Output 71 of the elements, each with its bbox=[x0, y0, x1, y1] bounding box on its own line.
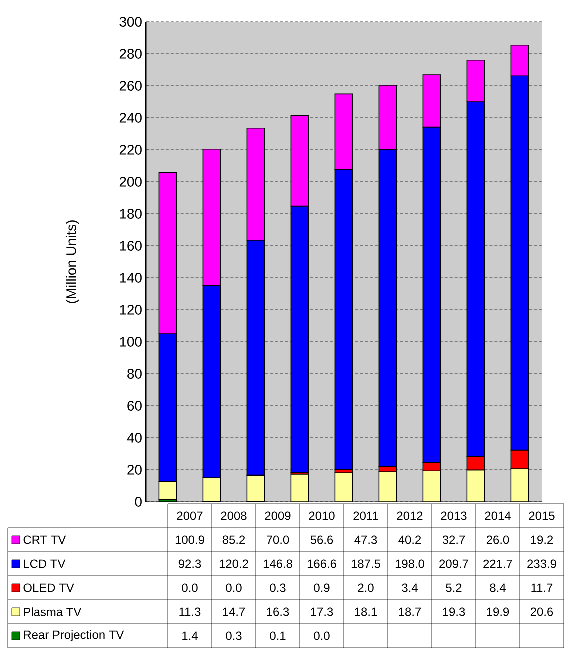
data-label: 233.9 bbox=[528, 560, 556, 568]
data-label: 5.2 bbox=[446, 584, 462, 592]
data-label: 20.6 bbox=[530, 608, 554, 616]
data-label: 32.7 bbox=[442, 536, 465, 544]
data-label: 11.3 bbox=[180, 608, 201, 616]
data-label: 85.2 bbox=[222, 536, 245, 544]
y-tick-label: 140 bbox=[120, 273, 142, 283]
data-label: 100.9 bbox=[176, 536, 204, 544]
data-label: 47.3 bbox=[354, 536, 378, 544]
y-tick-label: 200 bbox=[120, 177, 142, 187]
y-tick-label: 180 bbox=[120, 209, 142, 219]
y-tick-label: 240 bbox=[120, 113, 142, 123]
data-label: 0.9 bbox=[314, 584, 330, 592]
data-label: 26.0 bbox=[486, 536, 510, 544]
data-label: 8.4 bbox=[490, 584, 506, 592]
data-label: 221.7 bbox=[484, 560, 512, 568]
data-label: 11.7 bbox=[532, 584, 552, 592]
legend-label: CRT TV bbox=[24, 536, 66, 544]
legend-label: Rear Projection TV bbox=[24, 630, 124, 642]
data-label: 120.2 bbox=[220, 560, 248, 568]
y-tick-label: 80 bbox=[127, 369, 142, 379]
data-label: 14.7 bbox=[223, 608, 245, 616]
data-label: 92.3 bbox=[178, 560, 202, 568]
data-label: 3.4 bbox=[402, 584, 418, 592]
data-label: 209.7 bbox=[440, 560, 468, 568]
y-tick-label: 260 bbox=[120, 81, 142, 91]
y-tick-label: 40 bbox=[127, 433, 142, 443]
data-label: 0.0 bbox=[226, 584, 242, 592]
x-tick-label: 2013 bbox=[441, 512, 467, 520]
data-label: 1.4 bbox=[182, 632, 198, 640]
data-label: 0.3 bbox=[226, 632, 242, 640]
data-label: 0.1 bbox=[270, 632, 286, 640]
data-label: 70.0 bbox=[266, 536, 290, 544]
data-label: 56.6 bbox=[310, 536, 334, 544]
data-label: 17.3 bbox=[311, 608, 334, 616]
data-label: 18.1 bbox=[355, 608, 377, 616]
data-label: 166.6 bbox=[308, 560, 336, 568]
legend-label: Plasma TV bbox=[24, 608, 82, 616]
data-label: 19.9 bbox=[487, 608, 509, 616]
data-label: 146.8 bbox=[264, 560, 292, 568]
data-label: 198.0 bbox=[396, 560, 424, 568]
data-label: 2.0 bbox=[358, 584, 374, 592]
data-label: 0.0 bbox=[314, 632, 330, 640]
x-tick-label: 2010 bbox=[309, 512, 335, 520]
legend-label: OLED TV bbox=[24, 584, 74, 592]
x-tick-label: 2011 bbox=[354, 512, 378, 520]
x-tick-label: 2015 bbox=[529, 512, 555, 520]
y-tick-label: 160 bbox=[120, 241, 142, 251]
y-tick-label: 100 bbox=[120, 337, 142, 347]
x-tick-label: 2012 bbox=[397, 512, 423, 520]
data-label: 16.3 bbox=[267, 608, 290, 616]
data-label: 19.3 bbox=[443, 608, 466, 616]
y-tick-label: 120 bbox=[120, 305, 142, 315]
y-tick-label: 220 bbox=[120, 145, 142, 155]
y-tick-label: 0 bbox=[135, 497, 142, 507]
y-tick-label: 60 bbox=[128, 401, 142, 411]
data-label: 0.0 bbox=[182, 584, 198, 592]
data-label: 187.5 bbox=[352, 560, 380, 568]
data-label: 0.3 bbox=[270, 584, 286, 592]
x-tick-label: 2008 bbox=[221, 512, 247, 520]
legend-label: LCD TV bbox=[24, 560, 66, 568]
data-label: 19.2 bbox=[531, 536, 553, 544]
y-tick-label: 280 bbox=[120, 49, 142, 59]
y-axis-title: (Million Units) bbox=[66, 220, 80, 304]
data-label: 40.2 bbox=[398, 536, 421, 544]
y-tick-label: 300 bbox=[120, 17, 142, 27]
y-tick-label: 20 bbox=[128, 465, 142, 475]
data-label: 18.7 bbox=[399, 608, 421, 616]
x-tick-label: 2009 bbox=[265, 512, 291, 520]
x-tick-label: 2007 bbox=[177, 512, 203, 520]
x-tick-label: 2014 bbox=[485, 512, 511, 520]
